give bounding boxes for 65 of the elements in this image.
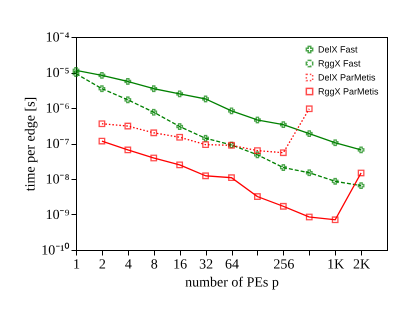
x-tick-label: 32 [199, 258, 214, 272]
x-tick-label: 1K [327, 258, 344, 272]
point [98, 120, 106, 128]
x-tick-label: 8 [150, 258, 158, 272]
point [332, 139, 339, 146]
point [124, 122, 132, 130]
x-tick-label: 4 [124, 258, 132, 272]
x-tick-label: 64 [225, 258, 239, 272]
point [332, 216, 339, 224]
point [124, 146, 132, 154]
point [332, 178, 339, 185]
x-tick-label: 2K [353, 258, 370, 272]
point [280, 149, 287, 156]
point [358, 182, 364, 190]
y-tick-label: 10⁻⁷ [46, 137, 70, 152]
point [176, 123, 184, 130]
point [254, 116, 261, 124]
y-tick-label: 10⁻⁵ [46, 66, 70, 81]
point [150, 85, 158, 92]
point [280, 164, 287, 171]
point [202, 141, 209, 148]
point [150, 154, 158, 162]
point [306, 169, 313, 176]
x-tick-label: 2 [98, 258, 106, 272]
x-tick-label: 16 [173, 258, 188, 272]
point [228, 107, 235, 114]
x-axis-title: number of PEs p [185, 276, 279, 290]
point [306, 130, 313, 137]
legend-label: DelX Fast [318, 44, 358, 54]
x-tick-label: 256 [273, 258, 294, 272]
point [98, 138, 106, 144]
legend-label: RggX ParMetis [318, 86, 380, 96]
x-tick-label: 1 [73, 258, 80, 272]
point [306, 105, 313, 112]
legend-label: RggX Fast [318, 58, 362, 68]
point [72, 70, 80, 78]
y-axis-title: time per edge [s] [23, 96, 38, 192]
point [202, 134, 209, 142]
point [98, 72, 106, 79]
y-tick-label: 10⁻¹⁰ [41, 242, 70, 258]
y-tick-label: 10⁻⁴ [46, 30, 70, 46]
point [98, 85, 106, 92]
point [358, 146, 364, 154]
point [150, 108, 158, 116]
y-tick-label: 10⁻⁹ [46, 208, 70, 223]
point [254, 151, 261, 158]
y-tick-label: 10⁻⁶ [46, 102, 70, 116]
point [202, 172, 209, 180]
point [124, 96, 132, 104]
point [228, 174, 235, 182]
point [280, 202, 287, 210]
point [176, 134, 184, 141]
point [176, 90, 184, 98]
point [202, 96, 209, 102]
point [280, 121, 287, 128]
point [124, 78, 132, 85]
point [176, 161, 184, 168]
point [306, 214, 313, 220]
point [150, 129, 158, 136]
y-tick-label: 10⁻⁸ [46, 172, 70, 188]
legend-label: DelX ParMetis [318, 72, 376, 82]
point [254, 147, 261, 154]
point [254, 193, 261, 200]
point [72, 66, 80, 74]
point [358, 170, 364, 176]
